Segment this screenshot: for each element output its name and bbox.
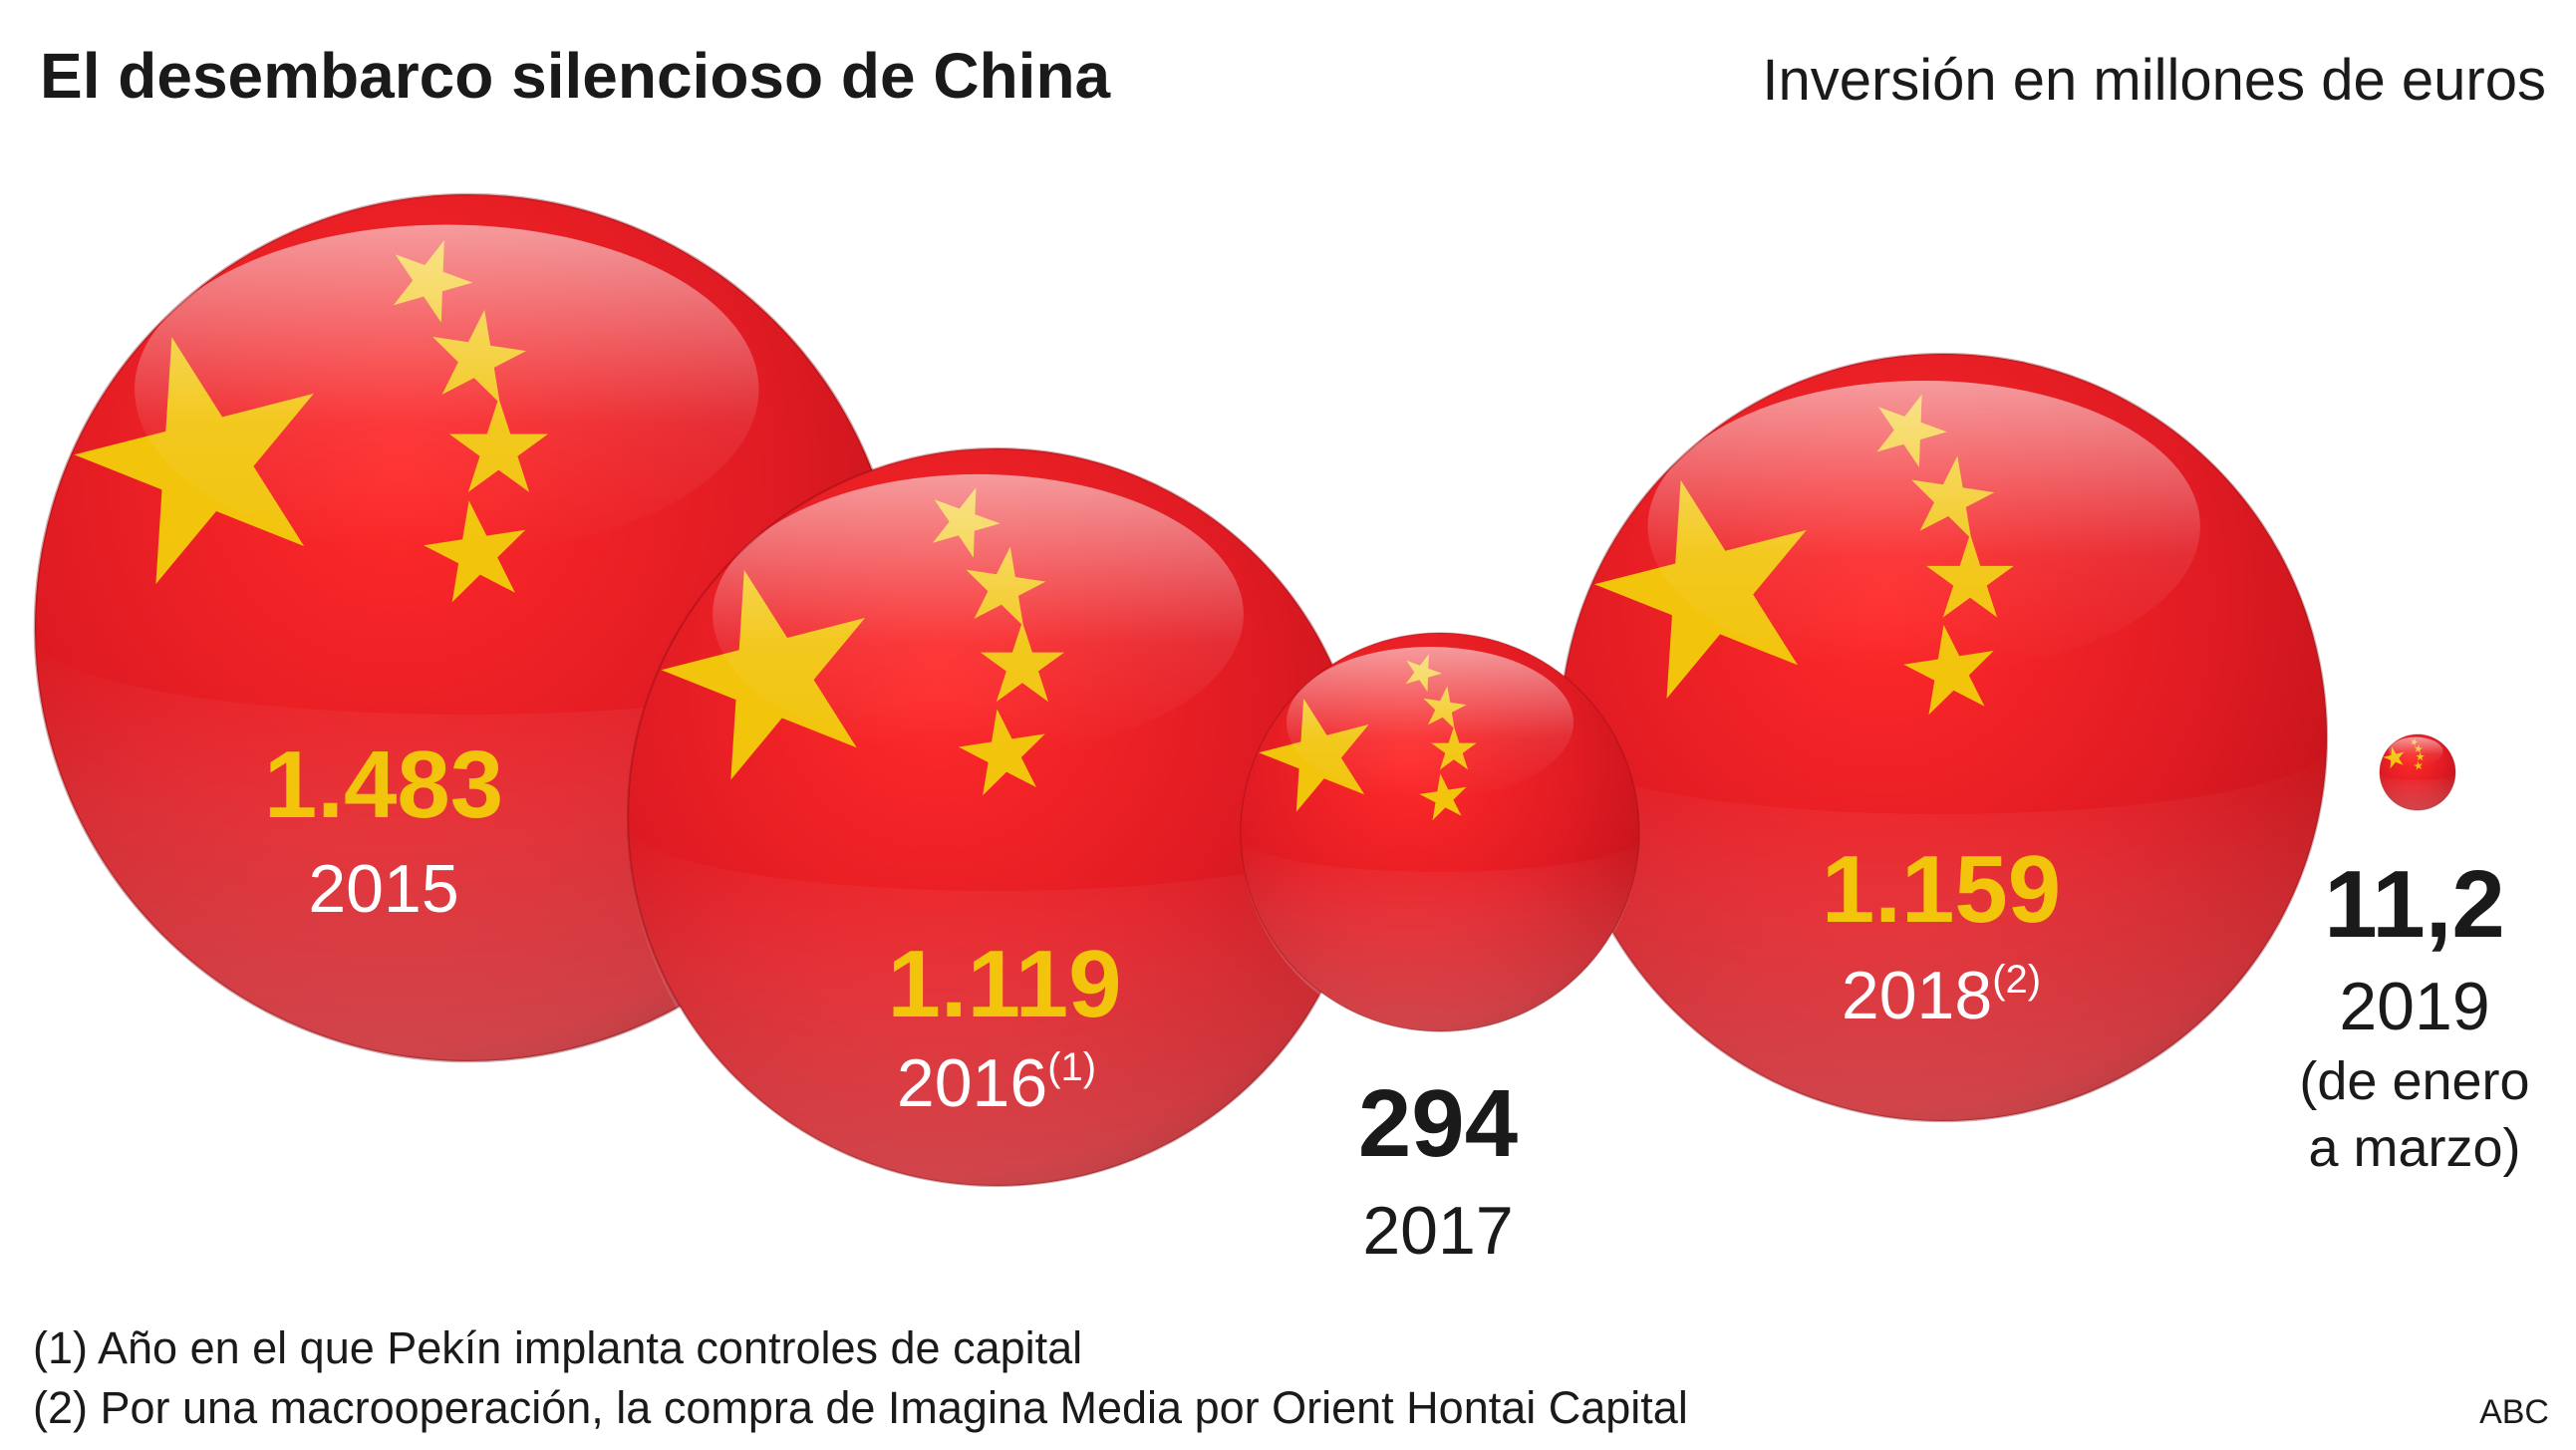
bubble-reflection-2017 xyxy=(1241,836,1639,1035)
footnote-marker-2: (2) xyxy=(1992,958,2041,1002)
bubble-reflection-2019 xyxy=(2380,772,2455,811)
bubble-gloss-2019 xyxy=(2388,736,2443,766)
year-label-2016: 2016(1) xyxy=(897,1045,1096,1121)
year-label-2019: 2019 xyxy=(2339,969,2489,1044)
footnote-1: (1) Año en el que Pekín implanta control… xyxy=(33,1322,1082,1373)
bubble-gloss-2017 xyxy=(1287,647,1574,798)
bubble-rim-2017 xyxy=(1240,632,1640,1032)
year-label-2018: 2018(2) xyxy=(1842,958,2041,1033)
bubble-2019 xyxy=(2379,733,2456,811)
bubble-rim-2019 xyxy=(2379,733,2456,811)
data-label-2018: 1.159 xyxy=(1822,836,2061,943)
year-label-2017: 2017 xyxy=(1362,1193,1513,1269)
bubble-gloss-2015 xyxy=(135,224,759,555)
chart-subtitle: Inversión en millones de euros xyxy=(1762,48,2546,113)
year-label-2018-text: 2018 xyxy=(1842,958,1992,1033)
note-2019-line1: (de enero xyxy=(2299,1051,2529,1111)
labels-layer: 1.483 2015 1.119 2016(1) 294 2017 1.159 … xyxy=(264,731,2530,1269)
note-2019-line2: a marzo) xyxy=(2308,1118,2520,1178)
bubble-2017 xyxy=(1240,632,1640,1035)
bubble-reflection-2018 xyxy=(1560,744,2327,1129)
data-label-2015: 1.483 xyxy=(264,731,503,838)
bubble-gloss-2018 xyxy=(1647,380,2200,673)
data-label-2019: 11,2 xyxy=(2324,851,2505,958)
data-label-2016: 1.119 xyxy=(888,931,1122,1037)
footnote-marker-1: (1) xyxy=(1047,1045,1096,1089)
year-label-2016-text: 2016 xyxy=(897,1045,1047,1121)
bubbles-layer xyxy=(33,192,2456,1194)
bubble-2016 xyxy=(626,446,1367,1194)
bubble-reflection-2016 xyxy=(628,824,1365,1194)
chart-title: El desembarco silencioso de China xyxy=(40,40,1111,112)
bubble-gloss-2016 xyxy=(713,473,1244,755)
data-label-2017: 294 xyxy=(1358,1070,1518,1177)
year-label-2015: 2015 xyxy=(308,851,458,927)
footnote-2: (2) Por una macrooperación, la compra de… xyxy=(33,1382,1688,1433)
bubble-2018 xyxy=(1558,352,2329,1129)
source-credit: ABC xyxy=(2479,1393,2549,1431)
